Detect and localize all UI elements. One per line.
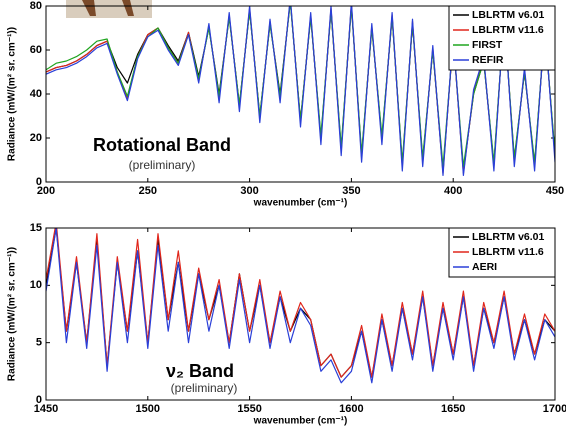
x-tick-label: 1600 <box>339 403 363 415</box>
y-tick-label: 0 <box>36 394 42 406</box>
legend-label: LBLRTM v6.01 <box>472 9 545 21</box>
x-tick-label: 1450 <box>34 403 58 415</box>
x-tick-label: 350 <box>342 185 360 197</box>
plot-frame <box>45 227 556 401</box>
y-tick-label: 20 <box>30 132 42 144</box>
y-tick-label: 10 <box>30 279 42 291</box>
series-line <box>46 228 555 378</box>
plot-frame <box>45 5 556 183</box>
y-tick-label: 40 <box>30 88 42 100</box>
legend-label: LBLRTM v11.6 <box>472 246 544 258</box>
x-tick-label: 250 <box>139 185 157 197</box>
x-axis-label: wavenumber (cm⁻¹) <box>253 198 348 209</box>
x-tick-label: 1700 <box>543 403 566 415</box>
annotation: ν₂ Band <box>166 361 234 381</box>
x-tick-label: 450 <box>546 185 564 197</box>
series-line <box>46 6 555 176</box>
y-tick-label: 0 <box>36 176 42 188</box>
y-tick-label: 60 <box>30 44 42 56</box>
x-tick-label: 300 <box>240 185 258 197</box>
legend-label: LBLRTM v6.01 <box>472 231 545 243</box>
x-axis-label: wavenumber (cm⁻¹) <box>253 416 348 427</box>
x-tick-label: 1650 <box>441 403 465 415</box>
y-tick-label: 5 <box>36 337 42 349</box>
x-tick-label: 400 <box>444 185 462 197</box>
annotation: Rotational Band <box>93 135 231 155</box>
legend-label: FIRST <box>472 39 503 51</box>
x-tick-label: 1550 <box>237 403 261 415</box>
plot-lines <box>46 6 555 176</box>
series-line <box>46 228 555 384</box>
annotation: (preliminary) <box>129 158 196 172</box>
y-tick-label: 15 <box>30 222 42 234</box>
legend-label: AERI <box>472 261 497 273</box>
photo <box>66 0 152 18</box>
legend-label: REFIR <box>472 54 504 66</box>
y-axis-label: Radiance (mW/(m² sr. cm⁻¹)) <box>7 27 18 161</box>
annotation: (preliminary) <box>171 381 238 395</box>
x-tick-label: 1500 <box>136 403 160 415</box>
y-axis-label: Radiance (mW/(m² sr. cm⁻¹)) <box>7 247 18 381</box>
x-tick-label: 200 <box>37 185 55 197</box>
legend-label: LBLRTM v11.6 <box>472 24 544 36</box>
plot-lines <box>46 228 555 384</box>
y-tick-label: 80 <box>30 0 42 12</box>
